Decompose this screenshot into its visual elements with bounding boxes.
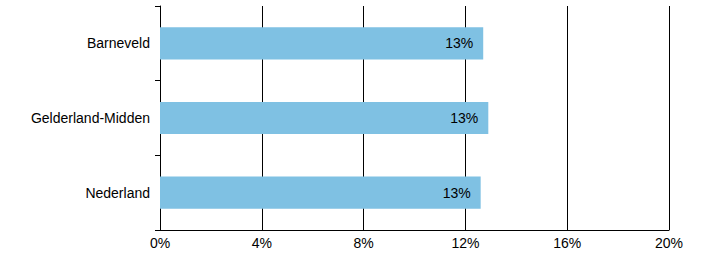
svg-text:8%: 8%: [353, 235, 373, 251]
svg-text:Barneveld: Barneveld: [87, 35, 150, 51]
svg-text:16%: 16%: [553, 235, 581, 251]
svg-text:0%: 0%: [150, 235, 170, 251]
svg-text:20%: 20%: [655, 235, 683, 251]
svg-text:13%: 13%: [445, 35, 473, 51]
svg-text:13%: 13%: [450, 110, 478, 126]
svg-text:13%: 13%: [443, 185, 471, 201]
svg-text:Nederland: Nederland: [85, 185, 150, 201]
svg-text:12%: 12%: [451, 235, 479, 251]
svg-text:4%: 4%: [252, 235, 272, 251]
svg-text:Gelderland-Midden: Gelderland-Midden: [31, 110, 150, 126]
